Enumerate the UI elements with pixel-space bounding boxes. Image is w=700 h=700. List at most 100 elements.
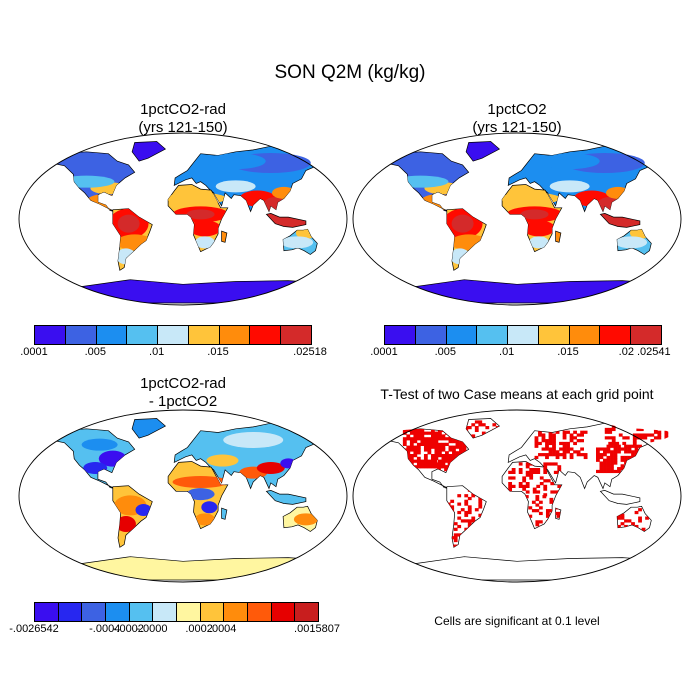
significant-cell: [562, 455, 567, 460]
colorbar-tick-label: .005: [84, 346, 107, 358]
colorbar-box: [153, 603, 178, 621]
significant-cell: [420, 440, 425, 444]
significant-cell: [553, 470, 558, 474]
significant-cell: [573, 450, 577, 454]
significant-cell: [460, 519, 465, 523]
significant-cell: [467, 496, 472, 501]
significant-cell: [562, 433, 567, 437]
significant-cell: [427, 442, 432, 446]
significant-cell: [613, 455, 618, 460]
significant-cell: [643, 425, 648, 429]
significant-cell: [541, 453, 546, 457]
significant-cell: [580, 439, 584, 443]
significant-cell: [441, 434, 446, 438]
significant-cell: [548, 433, 553, 437]
field-patch: [528, 236, 549, 249]
significant-cell: [467, 505, 472, 509]
significant-cell: [538, 430, 542, 434]
significant-cell: [550, 482, 555, 486]
significant-cell: [548, 441, 553, 446]
significant-cell: [638, 519, 642, 523]
significant-cell: [555, 455, 560, 460]
significant-cell: [543, 465, 548, 469]
significant-cell: [457, 494, 462, 498]
significant-cell: [430, 428, 435, 432]
significant-cell: [441, 442, 446, 446]
significant-cell: [549, 509, 554, 513]
significant-cell: [464, 494, 469, 498]
significant-cell: [529, 468, 534, 472]
significant-cell: [492, 423, 497, 427]
significant-cell: [566, 444, 570, 448]
significant-cell: [613, 450, 618, 454]
land-greenland: [465, 141, 501, 162]
significant-cell: [430, 437, 435, 441]
significant-cell: [569, 433, 574, 437]
map-border: [18, 409, 348, 583]
colorbar-box: [508, 326, 539, 344]
significant-cell: [562, 450, 567, 454]
significant-cell: [409, 431, 414, 435]
significant-cell: [423, 454, 428, 458]
significant-cell: [552, 447, 556, 451]
significant-cell: [549, 497, 554, 502]
significant-cell: [543, 468, 548, 472]
colorbar-tick-label: .005: [434, 346, 457, 358]
significant-cell: [566, 441, 570, 446]
significant-cell: [569, 439, 574, 443]
significant-cell: [420, 462, 425, 466]
significant-cell: [535, 520, 540, 524]
land-indonesia: [265, 213, 307, 228]
significant-cell: [596, 450, 600, 454]
field-patch: [205, 153, 266, 170]
significant-cell: [552, 441, 556, 446]
panel-2-title: 1pctCO2 (yrs 121-150): [352, 101, 682, 137]
field-patch: [520, 209, 549, 220]
colorbar-tick-label: .0002: [185, 623, 213, 635]
significant-cell: [416, 431, 421, 435]
field-patch: [188, 220, 221, 237]
significant-cell: [613, 447, 618, 451]
significant-cell: [606, 444, 611, 448]
significant-cell: [478, 496, 483, 501]
significant-cell: [420, 459, 425, 463]
colorbar-1pctCO2: [384, 325, 662, 345]
significant-cell: [413, 440, 418, 444]
significant-cell: [610, 461, 614, 465]
significant-cell: [545, 439, 549, 443]
significant-cell: [548, 439, 553, 443]
colorbar-difference: [34, 602, 319, 622]
significant-cell: [541, 436, 546, 440]
significant-cell: [536, 470, 541, 474]
significant-cell: [532, 490, 537, 494]
significant-cell: [420, 431, 425, 435]
colorbar-box: [96, 326, 128, 344]
significant-cell: [409, 445, 414, 449]
colorbar-box: [188, 326, 220, 344]
significant-cell: [604, 430, 609, 434]
significant-cell: [562, 444, 567, 448]
significant-cell: [620, 516, 625, 520]
significant-cell: [631, 522, 635, 526]
figure-title: SON Q2M (kg/kg): [274, 62, 426, 83]
significant-cell: [545, 441, 549, 446]
significant-cell: [632, 433, 637, 437]
significant-cell: [624, 455, 628, 460]
panel-2-title-line2: (yrs 121-150): [472, 119, 562, 136]
significant-cell: [622, 441, 627, 446]
significant-cell: [423, 445, 428, 449]
colorbar-box: [219, 326, 251, 344]
significant-cell: [430, 434, 435, 438]
significant-cell: [518, 462, 523, 466]
significant-cell: [459, 442, 463, 446]
significant-cell: [413, 451, 418, 455]
field-patch: [194, 236, 215, 249]
significant-cell: [613, 458, 618, 462]
significant-cell: [453, 536, 458, 540]
significant-cell: [416, 434, 421, 438]
significant-cell: [438, 462, 442, 466]
significant-cell: [455, 454, 460, 458]
significant-cell: [664, 430, 669, 434]
significant-cell: [671, 425, 676, 429]
significant-cell: [409, 454, 414, 458]
